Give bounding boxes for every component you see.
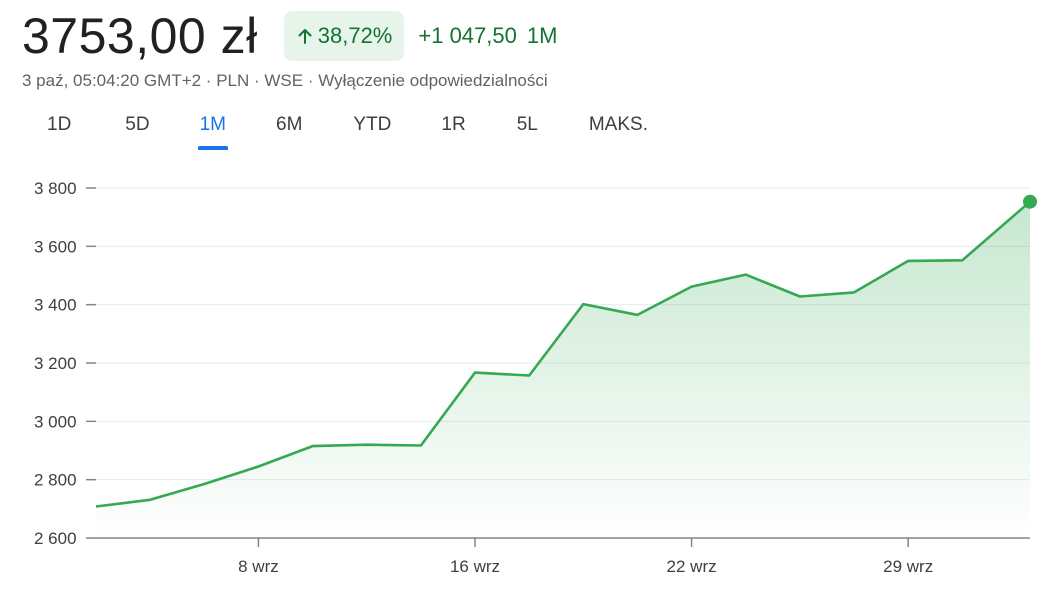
- y-tick-label: 2 800: [34, 471, 77, 490]
- y-axis: 2 600 2 800 3 000 3 200 3 400 3 600 3 800: [34, 179, 96, 548]
- tab-5d[interactable]: 5D: [125, 114, 150, 135]
- x-tick-label: 29 wrz: [883, 557, 933, 576]
- x-tick-label: 8 wrz: [238, 557, 279, 576]
- tab-1r[interactable]: 1R: [441, 114, 466, 135]
- change-period: 1M: [526, 23, 558, 48]
- current-price: 3753,00 zł: [22, 8, 258, 64]
- x-tick-label: 22 wrz: [667, 557, 717, 576]
- last-price-dot[interactable]: [1023, 194, 1037, 209]
- change-absolute: +1 047,50 1M: [418, 23, 557, 49]
- tab-1d[interactable]: 1D: [47, 114, 72, 135]
- x-axis: 8 wrz 16 wrz 22 wrz 29 wrz: [238, 538, 933, 576]
- tab-6m[interactable]: 6M: [276, 114, 303, 135]
- y-tick-label: 3 400: [34, 296, 77, 315]
- x-tick-label: 16 wrz: [450, 557, 500, 576]
- price-header: 3753,00 zł 38,72% +1 047,50 1M: [22, 6, 557, 66]
- y-tick-label: 2 600: [34, 529, 77, 548]
- change-value: +1 047,50: [418, 23, 517, 48]
- quote-meta: 3 paź, 05:04:20 GMT+2 · PLN · WSE · Wyłą…: [22, 71, 548, 90]
- change-percent: 38,72%: [317, 23, 393, 48]
- y-tick-label: 3 800: [34, 179, 77, 198]
- price-line: [95, 200, 1031, 508]
- tab-5l[interactable]: 5L: [516, 114, 538, 135]
- price-area: [96, 201, 1030, 538]
- tab-maks[interactable]: MAKS.: [588, 114, 648, 135]
- change-percent-badge: 38,72%: [283, 11, 405, 61]
- tab-1m[interactable]: 1M: [197, 108, 229, 150]
- price-chart[interactable]: 2 600 2 800 3 000 3 200 3 400 3 600 3 800 8 wr…: [0, 160, 1048, 597]
- tab-ytd[interactable]: YTD: [353, 114, 392, 135]
- range-tabs: 1D 5D 1M 6M YTD 1R 5L MAKS.: [28, 108, 648, 150]
- arrow-up-icon: [298, 29, 312, 44]
- y-tick-label: 3 000: [34, 412, 77, 431]
- y-tick-label: 3 200: [34, 354, 77, 373]
- y-tick-label: 3 600: [34, 237, 77, 256]
